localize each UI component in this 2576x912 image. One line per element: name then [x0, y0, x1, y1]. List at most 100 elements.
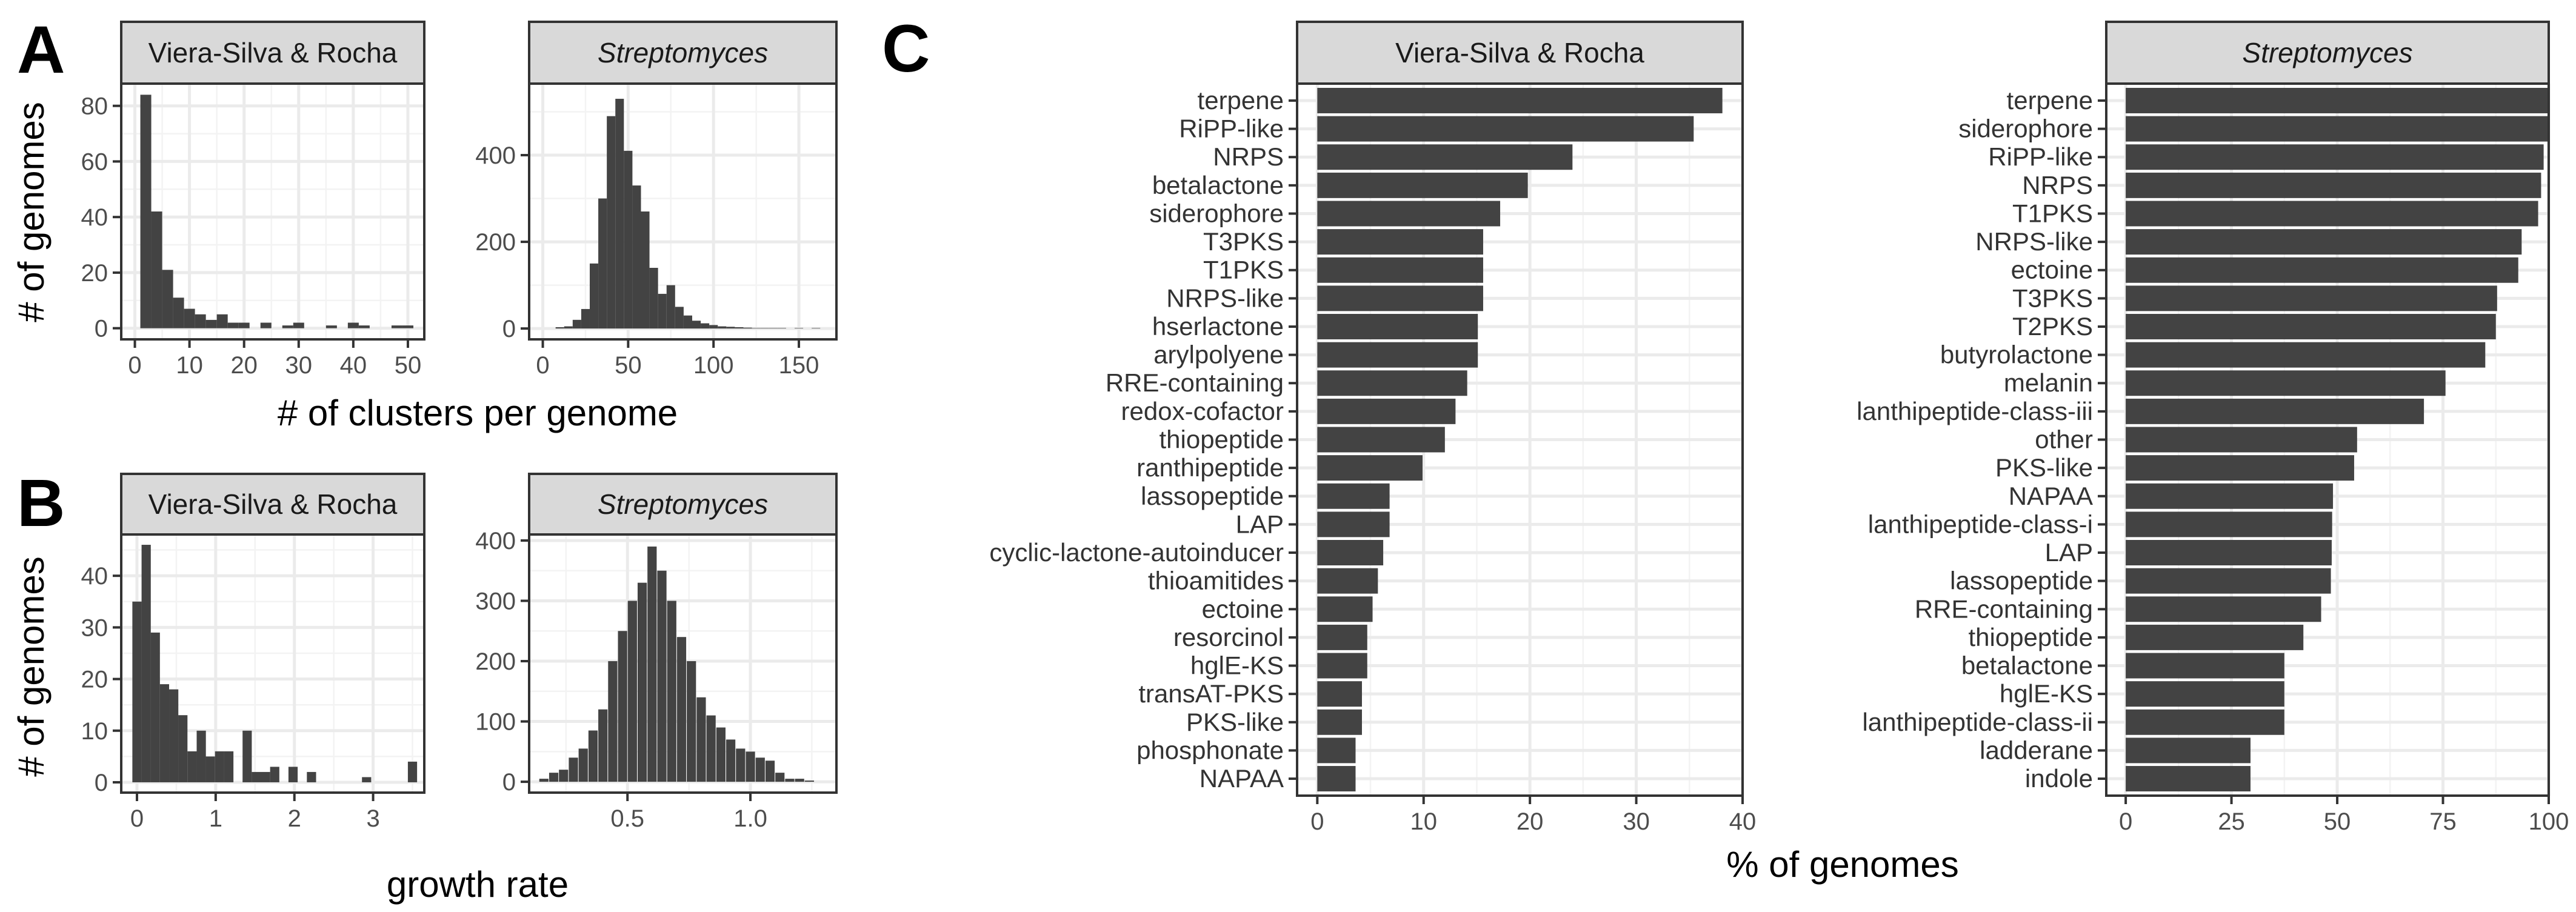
- panel-border-c2: [2105, 82, 2550, 797]
- bar-c2: [2126, 624, 2304, 650]
- bar-c1: [1317, 483, 1390, 509]
- histogram-bar-a2: [735, 327, 744, 329]
- strip-label-a2: Streptomyces: [598, 37, 768, 68]
- panel-b-xlabel: growth rate: [387, 864, 569, 905]
- histogram-bar-b1: [252, 771, 261, 782]
- x-tick-label-c2: 50: [2324, 808, 2351, 835]
- histogram-bar-b1: [132, 601, 142, 782]
- bar-c1: [1317, 144, 1573, 170]
- bar-c2: [2126, 766, 2251, 792]
- bar-c1: [1317, 455, 1423, 481]
- histogram-bar-a2: [718, 326, 727, 329]
- bar-c2: [2126, 201, 2538, 227]
- histogram-bar-a1: [238, 322, 250, 328]
- x-tick-label-c1: 30: [1623, 808, 1650, 835]
- strip-a2: [528, 21, 838, 85]
- category-label-c1: betalactone: [1152, 171, 1284, 199]
- histogram-bar-a2: [632, 185, 641, 329]
- category-label-c2: hglE-KS: [2000, 679, 2093, 708]
- histogram-bar-a2: [624, 150, 633, 329]
- histogram-bar-b2: [785, 779, 795, 782]
- category-label-c1: phosphonate: [1136, 736, 1284, 764]
- bar-c2: [2126, 427, 2357, 453]
- y-tick-label-a2: 400: [475, 142, 516, 169]
- histogram-bar-a2: [641, 211, 650, 329]
- x-tick-label-a2: 0: [536, 352, 549, 379]
- bar-c2: [2126, 257, 2518, 283]
- bar-c2: [2126, 455, 2354, 481]
- bar-c2: [2126, 87, 2549, 113]
- bar-c1: [1317, 116, 1694, 142]
- y-tick-label-a1: 80: [81, 93, 108, 120]
- strip-b1: [120, 473, 425, 536]
- y-tick-label-a2: 200: [475, 229, 516, 256]
- histogram-bar-a1: [173, 298, 184, 328]
- histogram-bar-a1: [140, 95, 152, 328]
- histogram-bar-b2: [647, 546, 657, 782]
- histogram-bar-b1: [141, 545, 151, 782]
- category-label-c2: terpene: [2007, 86, 2093, 115]
- category-label-c1: NRPS: [1213, 142, 1284, 171]
- histogram-bar-a2: [607, 116, 616, 329]
- histogram-bar-b2: [687, 661, 696, 782]
- category-label-c1: NAPAA: [1200, 764, 1284, 793]
- histogram-bar-b2: [736, 748, 746, 782]
- category-label-c1: arylpolyene: [1153, 341, 1284, 369]
- bar-c2: [2126, 483, 2334, 509]
- panel-border-b1: [120, 533, 425, 794]
- y-tick-label-b1: 40: [81, 563, 108, 590]
- histogram-bar-b2: [696, 697, 706, 782]
- histogram-bar-b2: [804, 781, 814, 782]
- category-label-c2: other: [2035, 425, 2093, 454]
- histogram-bar-b1: [261, 771, 270, 782]
- y-tick-label-b1: 10: [81, 718, 108, 745]
- category-label-c2: lanthipeptide-class-i: [1868, 510, 2093, 538]
- histogram-bar-a1: [162, 270, 173, 328]
- bar-c2: [2126, 540, 2332, 565]
- histogram-bar-b1: [150, 632, 160, 782]
- histogram-bar-a2: [658, 293, 667, 329]
- bar-c1: [1317, 737, 1356, 764]
- y-tick-label-a1: 40: [81, 204, 108, 231]
- strip-label-c2: Streptomyces: [2242, 37, 2412, 68]
- histogram-bar-a1: [325, 325, 337, 328]
- histogram-bar-b1: [215, 751, 224, 782]
- histogram-bar-a2: [701, 323, 710, 329]
- bar-c2: [2126, 370, 2446, 396]
- histogram-bar-b2: [559, 770, 569, 782]
- histogram-bar-a1: [402, 325, 413, 328]
- category-label-c2: lanthipeptide-class-iii: [1857, 397, 2093, 425]
- panel-border-a2: [528, 82, 838, 341]
- category-label-c1: NRPS-like: [1166, 284, 1284, 312]
- histogram-bar-b1: [159, 684, 170, 782]
- histogram-bar-a1: [184, 308, 195, 328]
- category-label-c2: ectoine: [2011, 256, 2093, 284]
- x-tick-label-b1: 1: [209, 805, 222, 832]
- histogram-bar-a2: [709, 325, 718, 329]
- x-tick-label-b1: 3: [366, 805, 379, 832]
- histogram-bar-a1: [195, 314, 206, 328]
- category-label-c1: thiopeptide: [1159, 425, 1284, 454]
- x-tick-label-c2: 100: [2529, 808, 2569, 835]
- panel-border-b2: [528, 533, 838, 794]
- panel-a-xlabel: # of clusters per genome: [278, 393, 678, 433]
- x-tick-label-a1: 50: [395, 352, 422, 379]
- bar-c2: [2126, 229, 2522, 255]
- category-label-c2: T1PKS: [2012, 199, 2093, 227]
- strip-c1: [1296, 21, 1744, 85]
- bar-c1: [1317, 172, 1528, 198]
- histogram-bar-b1: [242, 730, 252, 782]
- x-tick-label-c1: 20: [1517, 808, 1544, 835]
- panel-letter-c: C: [882, 12, 930, 86]
- bar-c2: [2126, 314, 2496, 339]
- category-label-c1: resorcinol: [1173, 623, 1284, 651]
- bar-c2: [2126, 511, 2332, 538]
- panel-letter-b: B: [17, 466, 65, 541]
- category-label-c1: terpene: [1198, 86, 1284, 115]
- histogram-bar-b2: [667, 601, 676, 782]
- histogram-bar-b2: [569, 757, 578, 782]
- category-label-c2: T2PKS: [2012, 312, 2093, 341]
- category-label-c2: RiPP-like: [1988, 142, 2093, 171]
- y-tick-label-b2: 0: [502, 769, 516, 796]
- category-label-c1: hglE-KS: [1190, 651, 1284, 680]
